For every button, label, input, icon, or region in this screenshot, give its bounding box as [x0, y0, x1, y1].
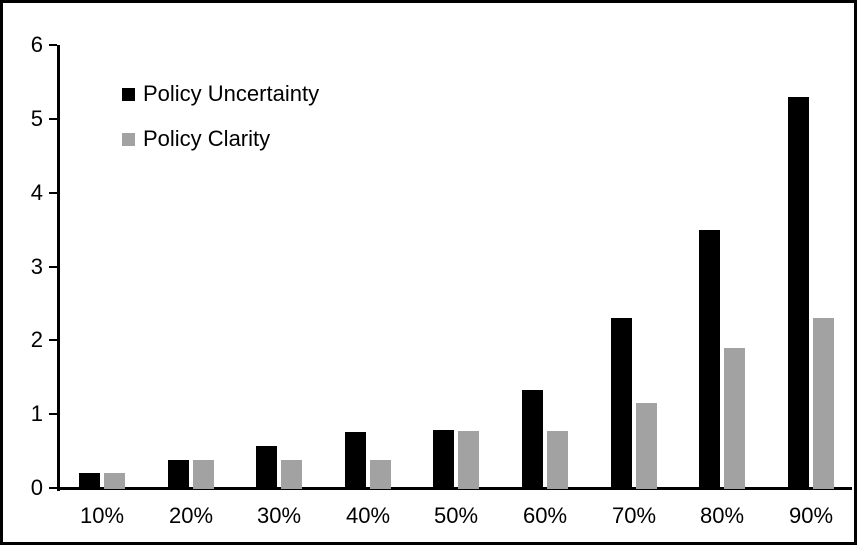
bar-policy-clarity: [458, 431, 479, 489]
legend-swatch-policy-clarity: [122, 132, 135, 146]
bar-policy-uncertainty: [79, 473, 100, 489]
y-tick-label: 5: [30, 106, 43, 131]
bar-policy-uncertainty: [433, 430, 454, 489]
x-axis-line: [57, 487, 852, 490]
bar-policy-clarity: [370, 460, 391, 489]
bar-policy-clarity: [547, 431, 568, 489]
x-tick-label: 60%: [522, 503, 568, 528]
y-axis-line: [57, 45, 60, 491]
x-tick-label: 10%: [79, 503, 125, 528]
bar-policy-clarity: [281, 460, 302, 489]
x-tick-label: 90%: [788, 503, 834, 528]
bar-policy-uncertainty: [168, 460, 189, 489]
y-tick-mark: [49, 266, 57, 268]
bar-policy-clarity: [636, 403, 657, 489]
bar-policy-uncertainty: [699, 230, 720, 489]
bar-policy-clarity: [724, 348, 745, 489]
legend: Policy Uncertainty Policy Clarity: [122, 81, 320, 151]
legend-label: Policy Uncertainty: [143, 81, 320, 106]
x-tick-label: 70%: [611, 503, 657, 528]
y-tick-label: 6: [30, 32, 43, 57]
bar-policy-clarity: [813, 318, 834, 489]
y-tick-label: 0: [30, 475, 43, 500]
bar-policy-uncertainty: [345, 432, 366, 489]
x-tick-label: 50%: [433, 503, 479, 528]
y-tick-mark: [49, 339, 57, 341]
y-tick-mark: [49, 413, 57, 415]
bar-policy-clarity: [104, 473, 125, 489]
y-tick-label: 4: [30, 180, 43, 205]
y-tick-mark: [49, 44, 57, 46]
y-tick-mark: [49, 192, 57, 194]
y-tick-mark: [49, 118, 57, 120]
bar-policy-uncertainty: [256, 446, 277, 489]
plot-area: 0 1 2 3 4 5 6 10% 20% 30% 40% 50% 60% 70% 80% 90%: [3, 3, 854, 542]
legend-item-policy-clarity: Policy Clarity: [122, 126, 319, 151]
bar-policy-uncertainty: [788, 97, 809, 489]
bar-policy-clarity: [193, 460, 214, 489]
legend-label: Policy Clarity: [143, 126, 271, 151]
y-tick-label: 3: [30, 254, 43, 279]
bar-policy-uncertainty: [522, 390, 543, 489]
legend-item-policy-uncertainty: Policy Uncertainty: [122, 81, 320, 106]
y-tick-mark: [49, 487, 57, 489]
x-tick-label: 80%: [699, 503, 745, 528]
x-tick-label: 30%: [256, 503, 302, 528]
legend-swatch-policy-uncertainty: [122, 87, 135, 101]
y-tick-label: 1: [30, 401, 43, 426]
x-tick-label: 40%: [345, 503, 391, 528]
x-tick-label: 20%: [168, 503, 214, 528]
y-tick-label: 2: [30, 327, 43, 352]
bar-policy-uncertainty: [611, 318, 632, 489]
